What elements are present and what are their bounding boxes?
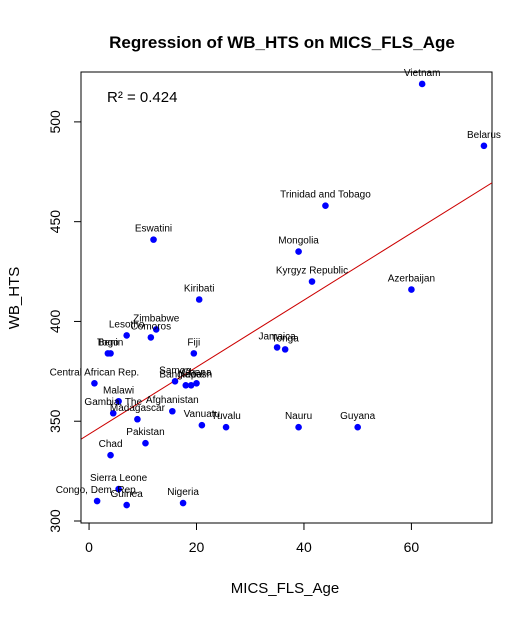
data-point — [273, 344, 281, 351]
point-label: Pakistan — [126, 427, 164, 438]
point-label: Congo, Dem. Rep. — [56, 485, 139, 496]
data-point — [150, 236, 157, 243]
point-label: Azerbaijan — [388, 274, 435, 285]
data-point — [179, 499, 187, 507]
point-label: Lesotho — [109, 319, 145, 330]
data-point — [408, 286, 415, 293]
point-label: Eswatini — [135, 224, 172, 235]
point-label: Togo — [97, 337, 119, 348]
point-label: Bangladesh — [159, 369, 212, 380]
data-point — [308, 278, 316, 285]
data-point — [418, 80, 426, 88]
y-tick-label: 400 — [47, 310, 63, 334]
regression-line-group — [81, 182, 492, 440]
data-point — [480, 142, 488, 150]
x-tick-label: 0 — [85, 539, 93, 555]
point-label: Nepal — [178, 369, 204, 380]
data-point — [222, 423, 230, 431]
y-tick-label: 450 — [47, 210, 63, 234]
plot-frame — [80, 71, 493, 524]
x-axis-label: MICS_FLS_Age — [231, 580, 339, 597]
data-point — [190, 350, 198, 357]
point-label: Guinea — [111, 489, 144, 500]
data-point — [109, 409, 117, 417]
point-label: Ghana — [181, 367, 211, 378]
point-label: Central African Rep. — [50, 367, 140, 378]
chart-title: Regression of WB_HTS on MICS_FLS_Age — [109, 33, 455, 52]
data-point — [134, 415, 141, 423]
point-label: Sierra Leone — [90, 473, 148, 484]
data-point — [187, 382, 195, 389]
point-labels-group: Vietnam Belarus Trinidad and Tobago Eswatin… — [50, 68, 501, 500]
data-point — [295, 423, 302, 431]
data-point — [115, 397, 122, 405]
point-label: Samoa — [159, 365, 191, 376]
point-label: Vietnam — [404, 68, 441, 79]
data-point — [169, 407, 176, 415]
point-label: Afghanistan — [146, 395, 199, 406]
x-tick-label: 20 — [189, 539, 205, 555]
point-label: Tonga — [272, 333, 300, 344]
data-point — [182, 382, 190, 389]
point-label: Chad — [99, 439, 123, 450]
data-point — [123, 332, 130, 339]
point-label: Nauru — [285, 411, 312, 422]
data-point — [93, 497, 101, 505]
data-point — [107, 350, 114, 357]
data-point — [354, 423, 361, 431]
point-label: Guyana — [340, 411, 375, 422]
data-point — [123, 501, 130, 509]
data-point — [171, 378, 179, 385]
x-tick-label: 40 — [296, 539, 312, 555]
data-point — [115, 485, 122, 493]
point-label: Kyrgyz Republic — [276, 266, 348, 277]
point-label: Vanuatu — [184, 409, 221, 420]
y-tick-label: 350 — [47, 409, 63, 433]
data-point — [147, 334, 155, 341]
point-label: Benin — [98, 337, 124, 348]
point-label: Malawi — [103, 385, 134, 396]
data-point — [107, 451, 114, 459]
point-label: Madagascar — [110, 403, 166, 414]
point-label: Tuvalu — [211, 411, 241, 422]
point-label: Belarus — [467, 130, 501, 141]
point-label: Jamaica — [258, 331, 296, 342]
y-axis-label: WB_HTS — [6, 267, 23, 330]
point-label: Fiji — [187, 337, 200, 348]
data-point — [322, 202, 329, 210]
data-point — [91, 380, 98, 387]
y-tick-label: 300 — [47, 509, 63, 533]
regression-line — [81, 182, 492, 440]
point-label: Zimbabwe — [133, 313, 180, 324]
point-label: Nigeria — [167, 487, 199, 498]
point-label: Comoros — [131, 321, 172, 332]
point-label: Gambia, The — [84, 397, 142, 408]
x-axis: 0 20 40 60 — [85, 522, 420, 555]
r-squared-annotation: R² = 0.424 — [107, 89, 177, 106]
data-point — [295, 248, 302, 255]
data-point — [281, 346, 289, 353]
y-axis: 300 350 400 450 500 — [47, 110, 82, 533]
data-point — [142, 439, 149, 447]
data-point — [193, 380, 200, 387]
points-group — [91, 80, 488, 509]
point-label: Mongolia — [278, 236, 319, 247]
data-point — [198, 421, 206, 429]
data-point — [195, 296, 203, 303]
data-point — [152, 326, 160, 333]
y-tick-label: 500 — [47, 110, 63, 134]
point-label: Trinidad and Tobago — [280, 190, 371, 201]
point-label: Kiribati — [184, 283, 215, 294]
x-tick-label: 60 — [404, 539, 420, 555]
